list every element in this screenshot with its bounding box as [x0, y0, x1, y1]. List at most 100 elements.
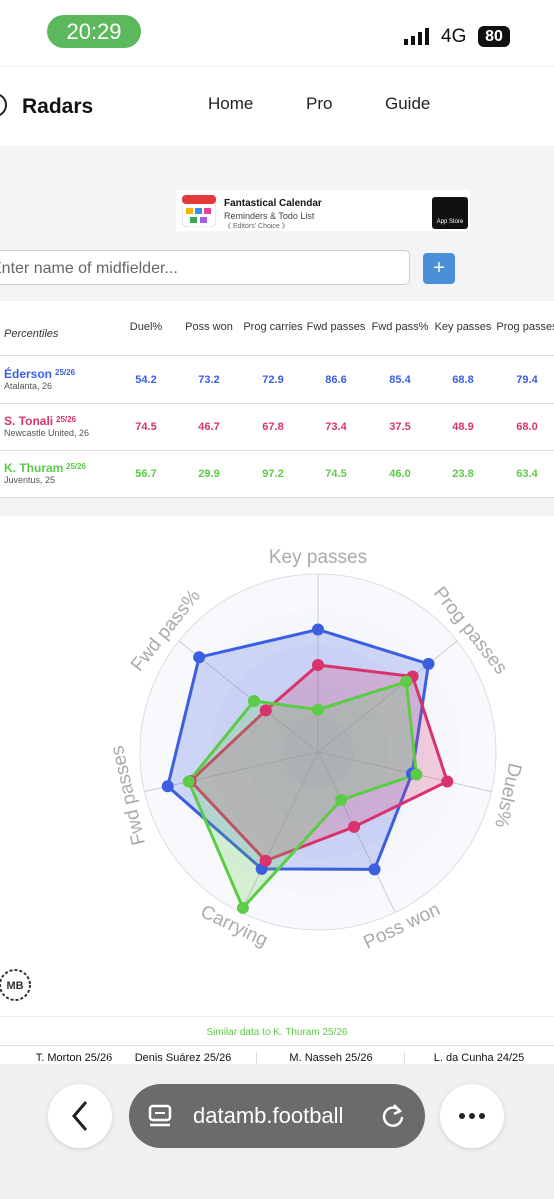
network: 4G — [441, 26, 467, 47]
add-button[interactable]: + — [423, 253, 455, 284]
radar-point — [161, 780, 174, 793]
radar-area — [166, 627, 431, 871]
player-season: 25/26 — [56, 415, 77, 424]
player-name: Éderson — [4, 367, 53, 381]
nav-link[interactable]: Pro — [306, 94, 333, 113]
logo — [0, 94, 7, 116]
row-divider — [0, 403, 554, 404]
radar-point — [193, 651, 206, 664]
battery: 80 — [478, 26, 510, 47]
radar-area — [186, 679, 419, 911]
mb-logo: MB — [0, 969, 31, 1001]
radar-point — [410, 768, 423, 781]
percentile-value: 79.4 — [516, 374, 538, 386]
nav-link[interactable]: Home — [208, 94, 254, 113]
radar-point — [348, 820, 361, 833]
player-name: K. Thuram — [4, 461, 64, 475]
player-season: 25/26 — [66, 462, 87, 471]
url: datamb.football — [193, 1103, 344, 1128]
ad-title: Fantastical Calendar — [224, 198, 322, 209]
radar-point — [368, 863, 381, 876]
radar-point — [312, 623, 324, 636]
axis-spoke — [317, 640, 458, 753]
percentile-value: 74.5 — [325, 468, 347, 480]
row-divider — [0, 497, 554, 498]
percentile-value: 72.9 — [262, 374, 284, 386]
chart-area: Key passes Prog passes Duels% Poss won Carry… — [0, 516, 554, 1016]
similar-player: Denis Suárez 25/26 — [108, 1052, 257, 1064]
column-header: Key passes — [434, 321, 492, 333]
navbar: Radars — [0, 66, 554, 147]
percentile-value: 74.5 — [135, 421, 157, 433]
axis-label: Key passes — [269, 547, 367, 568]
column-header: Fwd passes — [306, 321, 366, 333]
player-name: S. Tonali — [4, 414, 54, 428]
column-header: Percentiles — [4, 328, 59, 340]
percentile-value: 63.4 — [516, 468, 538, 480]
svg-text:MB: MB — [6, 980, 23, 992]
percentile-value: 46.7 — [198, 421, 220, 433]
similar-title: Similar data to K. Thuram 25/26 — [206, 1027, 348, 1038]
signal-icon — [404, 28, 429, 45]
radar-point — [259, 854, 272, 867]
percentile-value: 68.0 — [516, 421, 538, 433]
ad-subtitle: Reminders & Todo List — [224, 211, 315, 221]
radar-point — [236, 901, 249, 914]
percentile-value: 85.4 — [389, 374, 411, 386]
player-season: 25/26 — [55, 368, 76, 377]
ad-badge: 《 Editors' Choice 》 — [224, 223, 289, 230]
radar-point — [422, 657, 435, 670]
similar-player: L. da Cunha 24/25 — [404, 1052, 553, 1064]
player-team: Atalanta, 26 — [4, 381, 53, 391]
ad-banner[interactable]: Fantastical Calendar Reminders & Todo Li… — [176, 190, 470, 231]
percentile-value: 56.7 — [135, 468, 157, 480]
radar-point — [182, 775, 195, 788]
axis-spoke — [317, 751, 492, 793]
radar-point — [312, 703, 324, 716]
column-header: Prog carries — [243, 321, 303, 333]
percentile-value: 48.9 — [452, 421, 474, 433]
percentile-value: 68.8 — [452, 374, 474, 386]
player-team: Juventus, 25 — [4, 475, 56, 485]
back-button[interactable] — [48, 1084, 112, 1148]
nav-link[interactable]: Guide — [385, 94, 431, 113]
radar-area — [188, 663, 450, 863]
search-input[interactable]: Enter name of midfielder... — [0, 250, 410, 285]
column-header: Poss won — [185, 321, 233, 333]
percentile-value: 86.6 — [325, 374, 347, 386]
status-bar: 20:29 4G 80 — [0, 0, 554, 66]
clock: 20:29 — [47, 15, 141, 48]
column-header: Duel% — [129, 321, 163, 333]
radar-point — [400, 675, 413, 688]
percentile-value: 23.8 — [452, 468, 474, 480]
menu-button[interactable] — [440, 1084, 504, 1148]
radar-point — [259, 704, 272, 717]
url-bar[interactable]: datamb.football — [129, 1084, 425, 1148]
ad-icon — [182, 195, 216, 227]
similar-player: M. Nasseh 25/26 — [256, 1052, 405, 1064]
radar-point — [247, 694, 260, 707]
radar-point — [312, 658, 324, 671]
row-divider — [0, 355, 554, 356]
percentile-table: Percentiles Duel% Poss won Prog carries Fwd … — [0, 301, 554, 498]
percentile-value: 37.5 — [389, 421, 411, 433]
percentile-value: 73.4 — [325, 421, 347, 433]
percentile-value: 29.9 — [198, 468, 220, 480]
percentile-value: 97.2 — [262, 468, 284, 480]
column-header: Fwd pass% — [371, 321, 429, 333]
percentile-value: 46.0 — [389, 468, 411, 480]
ad-store: App Store — [432, 197, 468, 229]
similar-player: T. Morton 25/26 — [35, 1052, 113, 1064]
percentile-value: 54.2 — [135, 374, 157, 386]
radar-point — [441, 775, 454, 788]
row-divider — [0, 450, 554, 451]
percentile-value: 73.2 — [198, 374, 220, 386]
player-team: Newcastle United, 26 — [4, 428, 90, 438]
column-header: Prog passes — [496, 321, 554, 333]
brand[interactable]: Radars — [22, 95, 94, 118]
radar-point — [335, 793, 348, 806]
browser-bar: datamb.football — [0, 1064, 554, 1199]
percentile-value: 67.8 — [262, 421, 284, 433]
